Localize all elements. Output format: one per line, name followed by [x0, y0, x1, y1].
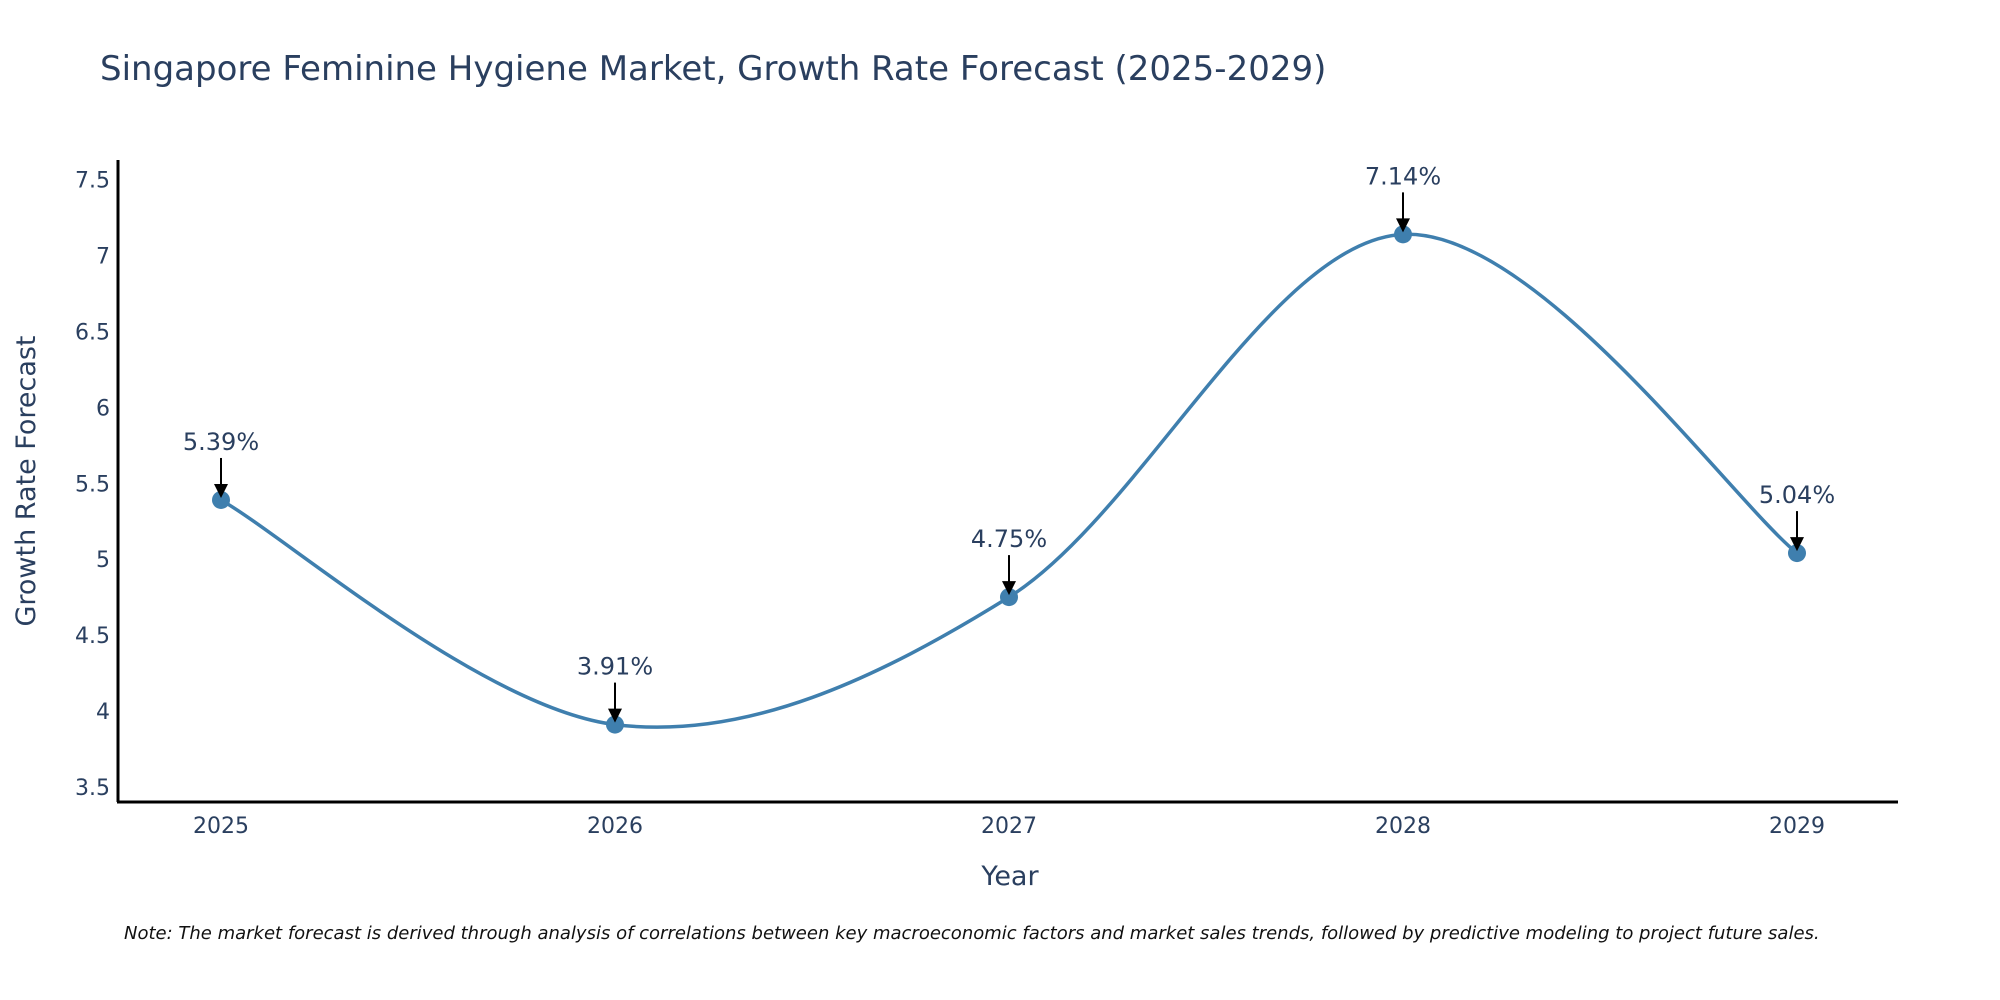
y-tick-label: 5 — [96, 548, 110, 573]
y-tick-label: 5.5 — [75, 472, 110, 497]
data-label: 4.75% — [971, 525, 1047, 553]
x-tick-label: 2029 — [1769, 814, 1825, 839]
x-tick-label: 2025 — [193, 814, 249, 839]
data-label: 5.39% — [183, 428, 259, 456]
y-tick-label: 7.5 — [75, 169, 110, 194]
chart-title: Singapore Feminine Hygiene Market, Growt… — [100, 49, 1326, 89]
x-tick-label: 2028 — [1375, 814, 1431, 839]
x-tick-label: 2027 — [981, 814, 1037, 839]
y-tick-labels: 3.5 4 4.5 5 5.5 6 6.5 7 7.5 — [75, 169, 110, 801]
annotation-arrowhead — [608, 708, 622, 723]
annotation-arrowhead — [1002, 581, 1016, 596]
annotation-arrowhead — [214, 483, 228, 498]
y-tick-label: 3.5 — [75, 776, 110, 801]
data-label: 7.14% — [1365, 162, 1441, 190]
y-tick-label: 4.5 — [75, 624, 110, 649]
data-point — [1000, 588, 1018, 607]
annotations: 5.39% 3.91% 4.75% 7.14% 5.04% — [183, 162, 1835, 723]
footnote: Note: The market forecast is derived thr… — [124, 923, 1820, 944]
data-point — [212, 490, 230, 509]
y-tick-label: 6 — [96, 396, 110, 421]
series-line — [220, 232, 1799, 729]
x-tick-labels: 2025 2026 2027 2028 2029 — [193, 814, 1825, 839]
data-label: 3.91% — [577, 653, 653, 681]
annotation-arrowhead — [1396, 218, 1410, 233]
y-tick-label: 4 — [96, 700, 110, 725]
x-tick-label: 2026 — [587, 814, 643, 839]
annotation-arrowhead — [1790, 537, 1804, 552]
data-point — [1394, 225, 1412, 244]
markers — [212, 225, 1806, 734]
y-tick-label: 6.5 — [75, 321, 110, 346]
data-point — [606, 715, 624, 734]
data-label: 5.04% — [1759, 481, 1835, 509]
axes — [116, 160, 1898, 804]
y-tick-label: 7 — [96, 245, 110, 270]
data-point — [1788, 544, 1806, 563]
y-axis-title: Growth Rate Forecast — [11, 335, 42, 626]
x-axis-title: Year — [980, 861, 1039, 892]
